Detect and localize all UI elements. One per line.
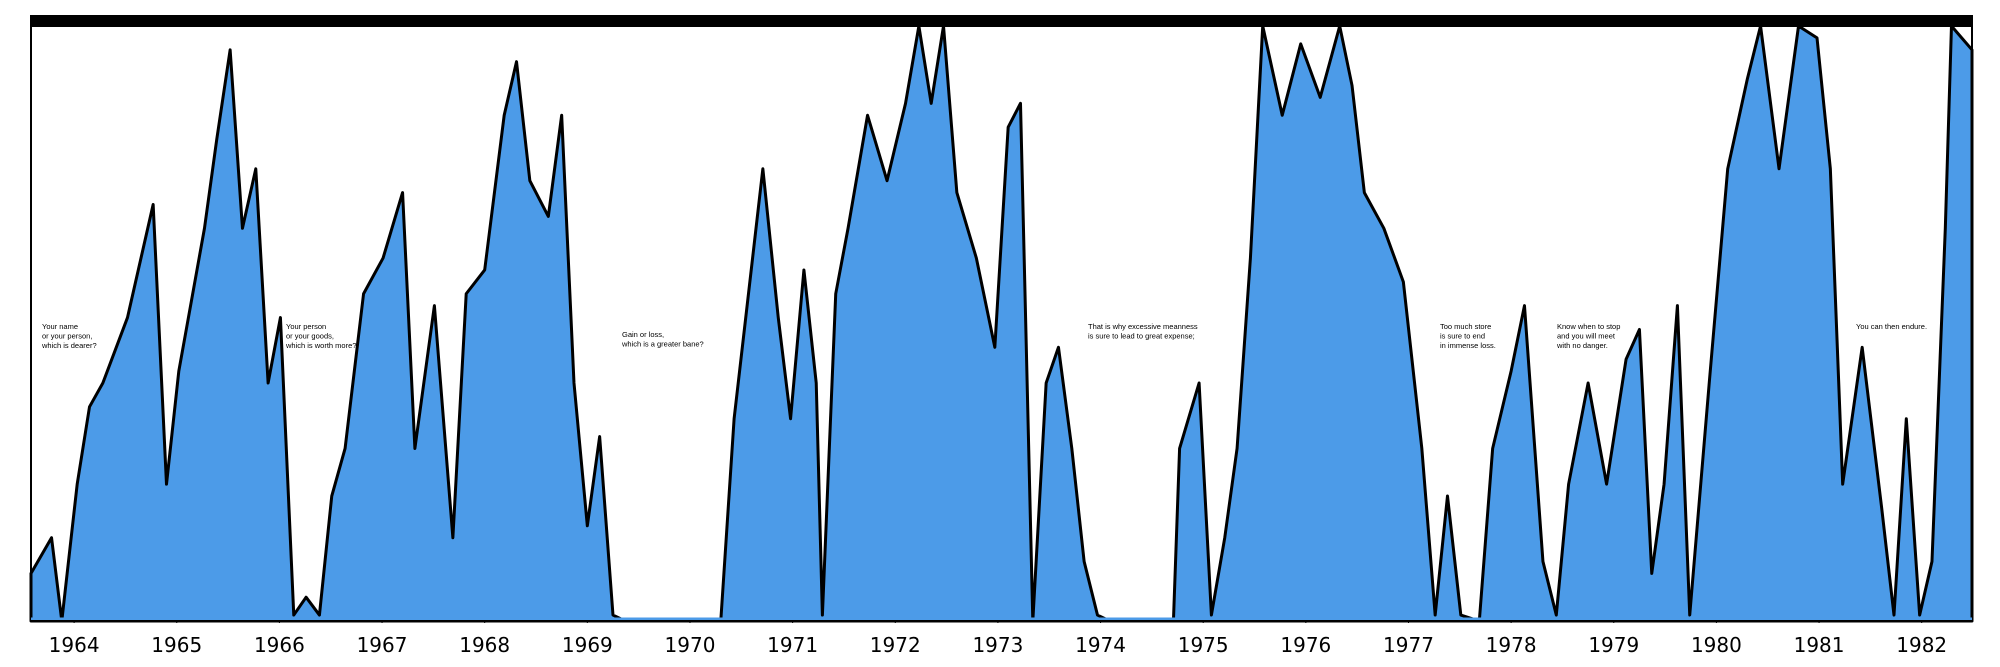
annotation-line: and you will meet <box>1557 332 1616 341</box>
annotation-line: which is dearer? <box>41 341 97 350</box>
annotation-line: is sure to lead to great expense; <box>1088 332 1195 341</box>
x-tick-label: 1974 <box>1075 633 1126 657</box>
annotation: That is why excessive meanness is sure to… <box>1088 322 1198 341</box>
x-tick-label: 1976 <box>1280 633 1331 657</box>
annotation-line: or your goods, <box>286 332 334 341</box>
x-tick-label: 1981 <box>1794 633 1845 657</box>
x-tick-label: 1973 <box>972 633 1023 657</box>
x-tick-label: 1964 <box>49 633 100 657</box>
annotation-line: That is why excessive meanness <box>1088 322 1198 331</box>
annotation-line: in immense loss. <box>1440 341 1496 350</box>
annotation-line: with no danger. <box>1556 341 1608 350</box>
x-tick-label: 1982 <box>1896 633 1947 657</box>
annotation-line: Your name <box>42 322 78 331</box>
area <box>29 24 1974 623</box>
annotation-line: Know when to stop <box>1557 322 1620 331</box>
annotation-line: is sure to end <box>1440 332 1485 341</box>
annotation-line: which is worth more? <box>285 341 356 350</box>
annotation: Gain or loss, which is a greater bane? <box>621 330 704 349</box>
x-tick-label: 1980 <box>1691 633 1742 657</box>
annotation: Your person or your goods, which is worth … <box>285 322 356 350</box>
x-tick-label: 1966 <box>254 633 305 657</box>
annotation-line: or your person, <box>42 332 92 341</box>
x-tick-label: 1965 <box>151 633 202 657</box>
x-tick-label: 1979 <box>1588 633 1639 657</box>
annotation: Know when to stop and you will meet with n… <box>1556 322 1620 350</box>
annotation: You can then endure. <box>1856 322 1927 331</box>
x-tick-label: 1975 <box>1178 633 1229 657</box>
x-tick-label: 1970 <box>665 633 716 657</box>
x-tick-label: 1967 <box>357 633 408 657</box>
annotation-line: Too much store <box>1440 322 1491 331</box>
x-tick-label: 1978 <box>1486 633 1537 657</box>
annotation-line: Your person <box>286 322 326 331</box>
annotation: Too much store is sure to end in immense l… <box>1440 322 1496 350</box>
annotation-line: which is a greater bane? <box>621 340 704 349</box>
annotation: Your name or your person, which is dearer? <box>41 322 97 350</box>
x-tick-label: 1972 <box>870 633 921 657</box>
x-tick-label: 1969 <box>562 633 613 657</box>
x-tick-label: 1971 <box>767 633 818 657</box>
top-bar <box>30 15 1973 26</box>
annotation-line: Gain or loss, <box>622 330 664 339</box>
annotation-line: You can then endure. <box>1856 322 1927 331</box>
x-tick-label: 1977 <box>1383 633 1434 657</box>
x-tick-label: 1968 <box>459 633 510 657</box>
